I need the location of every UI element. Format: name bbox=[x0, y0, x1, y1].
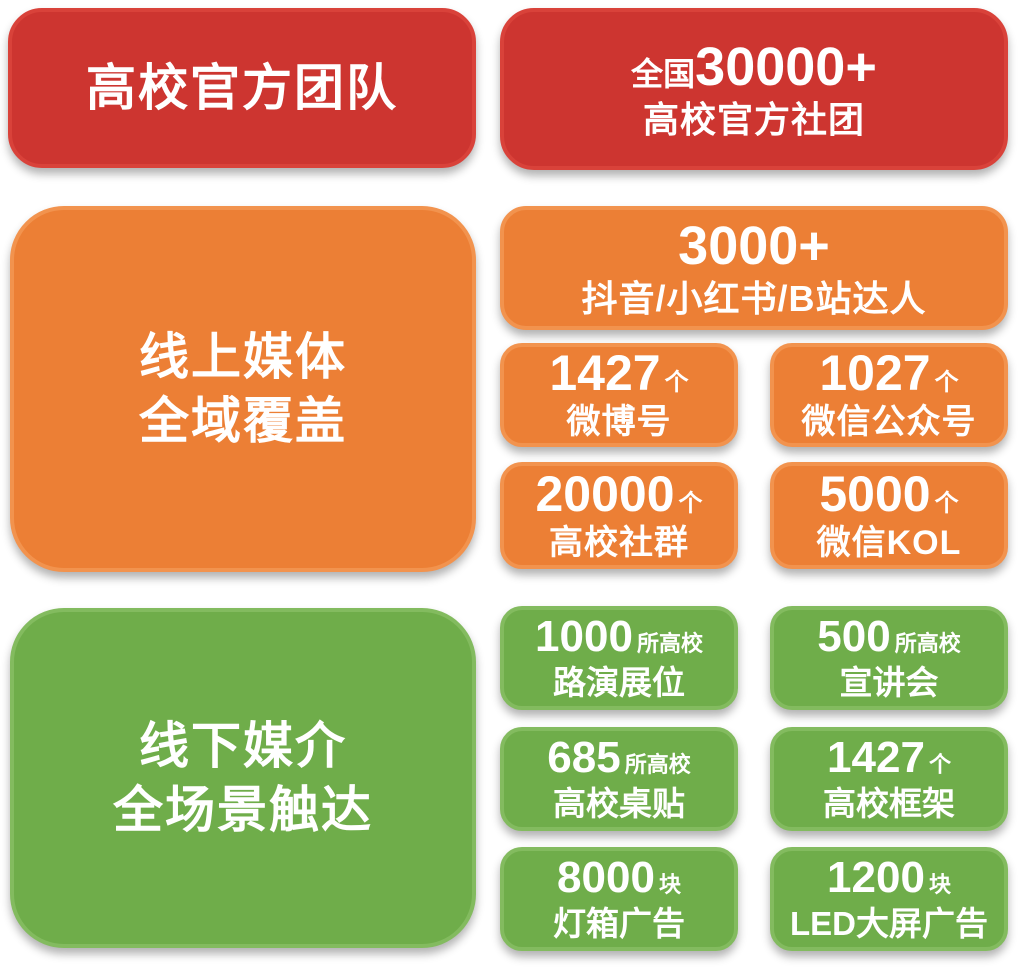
roadshow-booths-number: 1000 bbox=[535, 611, 633, 661]
weibo-number-line: 1427 个 bbox=[549, 348, 688, 398]
wechat-official-number: 1027 bbox=[819, 345, 931, 402]
stat-box-led-screen-ads: 1200 块 LED大屏广告 bbox=[770, 847, 1008, 951]
info-sessions-number-line: 500 所高校 bbox=[817, 611, 961, 661]
info-sessions-number: 500 bbox=[817, 611, 891, 661]
info-sessions-label: 宣讲会 bbox=[839, 663, 939, 701]
info-sessions-unit: 所高校 bbox=[894, 630, 961, 656]
led-screen-ads-number-line: 1200 块 bbox=[827, 852, 951, 902]
wechat-official-label: 微信公众号 bbox=[801, 403, 977, 442]
stat-box-info-sessions: 500 所高校 宣讲会 bbox=[770, 606, 1008, 710]
influencers-label: 抖音/小红书/B站达人 bbox=[581, 277, 927, 319]
stat-box-campus-groups: 20000 个 高校社群 bbox=[500, 462, 738, 569]
campus-frames-number: 1427 bbox=[827, 732, 925, 782]
official-clubs-number-line: 全国 30000+ bbox=[631, 39, 877, 96]
official-clubs-prefix: 全国 bbox=[631, 55, 696, 92]
desk-stickers-label: 高校桌贴 bbox=[553, 784, 685, 822]
wechat-official-number-line: 1027 个 bbox=[819, 348, 958, 398]
official-clubs-number: 30000+ bbox=[695, 36, 877, 97]
stat-box-campus-frames: 1427 个 高校框架 bbox=[770, 727, 1008, 831]
section-panel-offline-media: 线下媒介 全场景触达 bbox=[10, 608, 476, 948]
stat-box-influencers: 3000+ 抖音/小红书/B站达人 bbox=[500, 206, 1008, 330]
offline-media-title-line1: 线下媒介 bbox=[139, 718, 347, 774]
desk-stickers-unit: 所高校 bbox=[624, 751, 691, 777]
online-media-title-line2: 全域覆盖 bbox=[139, 393, 347, 449]
stat-box-wechat-kol: 5000 个 微信KOL bbox=[770, 462, 1008, 569]
campus-frames-unit: 个 bbox=[928, 751, 951, 777]
stat-box-weibo: 1427 个 微博号 bbox=[500, 343, 738, 447]
lightbox-ads-number-line: 8000 块 bbox=[557, 852, 681, 902]
wechat-kol-number-line: 5000 个 bbox=[819, 469, 958, 519]
stat-box-roadshow-booths: 1000 所高校 路演展位 bbox=[500, 606, 738, 710]
stat-box-desk-stickers: 685 所高校 高校桌贴 bbox=[500, 727, 738, 831]
official-clubs-label: 高校官方社团 bbox=[642, 98, 865, 140]
stat-box-wechat-official: 1027 个 微信公众号 bbox=[770, 343, 1008, 447]
led-screen-ads-unit: 块 bbox=[928, 871, 951, 897]
offline-media-title: 线下媒介 全场景触达 bbox=[113, 714, 373, 842]
wechat-kol-number: 5000 bbox=[819, 465, 931, 522]
weibo-unit: 个 bbox=[664, 369, 689, 397]
stat-box-official-clubs: 全国 30000+ 高校官方社团 bbox=[500, 8, 1008, 170]
roadshow-booths-number-line: 1000 所高校 bbox=[535, 611, 703, 661]
roadshow-booths-label: 路演展位 bbox=[553, 663, 685, 701]
desk-stickers-number: 685 bbox=[547, 732, 621, 782]
lightbox-ads-unit: 块 bbox=[658, 871, 681, 897]
campus-groups-unit: 个 bbox=[678, 489, 703, 517]
campus-frames-number-line: 1427 个 bbox=[827, 732, 951, 782]
online-media-title: 线上媒体 全域覆盖 bbox=[139, 325, 347, 453]
campus-groups-label: 高校社群 bbox=[549, 523, 689, 562]
section-panel-online-media: 线上媒体 全域覆盖 bbox=[10, 206, 476, 572]
stat-box-lightbox-ads: 8000 块 灯箱广告 bbox=[500, 847, 738, 951]
weibo-number: 1427 bbox=[549, 345, 661, 402]
official-team-title: 高校官方团队 bbox=[86, 59, 398, 116]
desk-stickers-number-line: 685 所高校 bbox=[547, 732, 691, 782]
campus-groups-number-line: 20000 个 bbox=[535, 469, 702, 519]
influencers-number: 3000+ bbox=[678, 215, 830, 276]
led-screen-ads-number: 1200 bbox=[827, 852, 925, 902]
section-panel-official-team: 高校官方团队 bbox=[8, 8, 476, 168]
campus-groups-number: 20000 bbox=[535, 465, 675, 522]
roadshow-booths-unit: 所高校 bbox=[636, 630, 703, 656]
offline-media-title-line2: 全场景触达 bbox=[113, 782, 373, 838]
wechat-official-unit: 个 bbox=[934, 369, 959, 397]
wechat-kol-unit: 个 bbox=[934, 489, 959, 517]
weibo-label: 微博号 bbox=[566, 403, 672, 442]
led-screen-ads-label: LED大屏广告 bbox=[790, 904, 988, 942]
wechat-kol-label: 微信KOL bbox=[816, 523, 962, 562]
campus-frames-label: 高校框架 bbox=[823, 784, 955, 822]
lightbox-ads-number: 8000 bbox=[557, 852, 655, 902]
online-media-title-line1: 线上媒体 bbox=[139, 329, 347, 385]
lightbox-ads-label: 灯箱广告 bbox=[553, 904, 685, 942]
